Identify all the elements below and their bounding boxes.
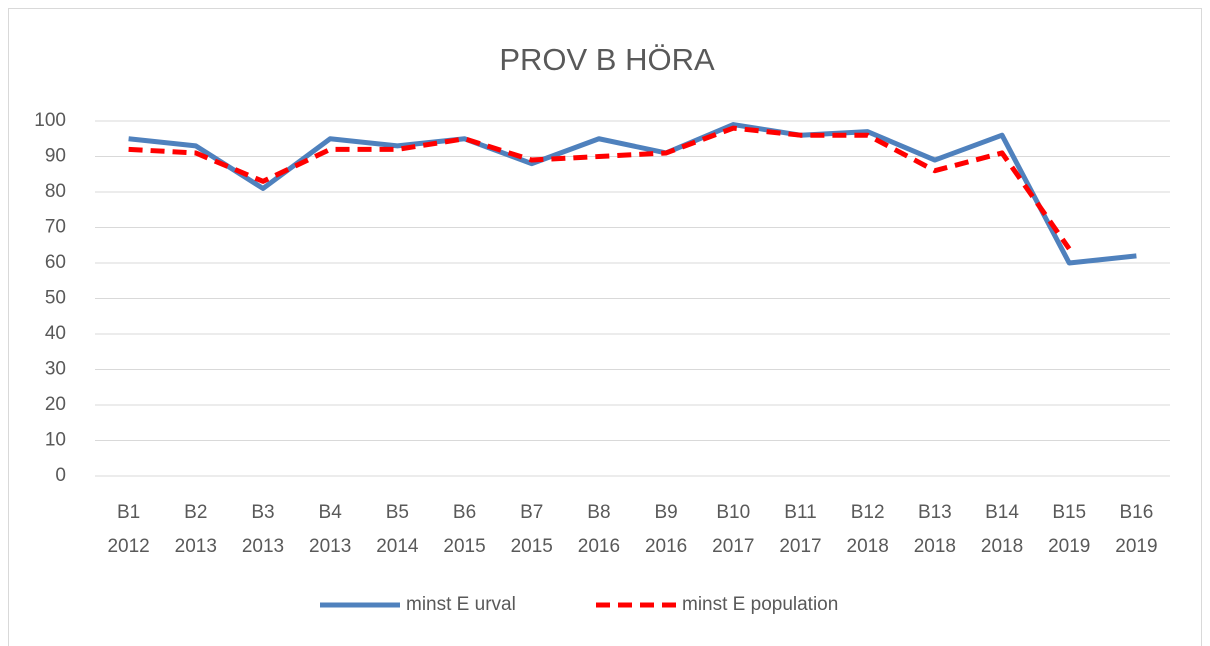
x-tick-label: B16 xyxy=(1120,502,1154,523)
y-tick-label: 30 xyxy=(45,359,66,380)
y-tick-label: 100 xyxy=(34,110,66,131)
x-tick-label: 2015 xyxy=(511,536,553,557)
y-tick-label: 20 xyxy=(45,394,66,415)
x-tick-label: 2014 xyxy=(376,536,419,557)
legend-label: minst E urval xyxy=(406,594,516,615)
x-tick-label: B2 xyxy=(184,502,207,523)
y-tick-label: 80 xyxy=(45,181,66,202)
chart-title: PROV B HÖRA xyxy=(499,42,715,77)
y-tick-label: 60 xyxy=(45,252,66,273)
x-tick-label: 2017 xyxy=(779,536,821,557)
x-tick-label: B8 xyxy=(587,502,610,523)
y-tick-label: 70 xyxy=(45,217,66,238)
x-tick-label: B5 xyxy=(386,502,409,523)
x-tick-label: 2016 xyxy=(578,536,620,557)
x-tick-label: 2019 xyxy=(1115,536,1157,557)
x-tick-label: B1 xyxy=(117,502,140,523)
x-tick-label: B9 xyxy=(654,502,677,523)
legend-label: minst E population xyxy=(682,594,838,615)
y-tick-label: 90 xyxy=(45,146,66,167)
x-tick-label: B15 xyxy=(1052,502,1086,523)
chart-border xyxy=(8,8,1202,646)
x-tick-label: 2015 xyxy=(443,536,485,557)
x-tick-label: B6 xyxy=(453,502,476,523)
y-tick-label: 0 xyxy=(55,465,66,486)
x-tick-label: 2019 xyxy=(1048,536,1090,557)
x-tick-label: B4 xyxy=(319,502,343,523)
y-tick-label: 10 xyxy=(45,430,66,451)
x-tick-label: B12 xyxy=(851,502,885,523)
series-line xyxy=(128,125,1072,251)
x-tick-label: B3 xyxy=(251,502,274,523)
x-tick-label: 2016 xyxy=(645,536,687,557)
x-tick-label: 2018 xyxy=(914,536,956,557)
x-tick-label: B14 xyxy=(985,502,1019,523)
x-tick-label: 2012 xyxy=(107,536,149,557)
x-tick-label: 2013 xyxy=(242,536,284,557)
x-tick-label: 2017 xyxy=(712,536,754,557)
x-tick-label: B10 xyxy=(716,502,750,523)
x-tick-label: 2013 xyxy=(175,536,217,557)
x-tick-label: 2018 xyxy=(847,536,889,557)
x-tick-label: B11 xyxy=(784,502,816,523)
y-tick-label: 50 xyxy=(45,288,66,309)
x-tick-label: B13 xyxy=(918,502,952,523)
x-tick-label: B7 xyxy=(520,502,543,523)
x-tick-label: 2013 xyxy=(309,536,351,557)
y-tick-label: 40 xyxy=(45,323,66,344)
x-tick-label: 2018 xyxy=(981,536,1023,557)
